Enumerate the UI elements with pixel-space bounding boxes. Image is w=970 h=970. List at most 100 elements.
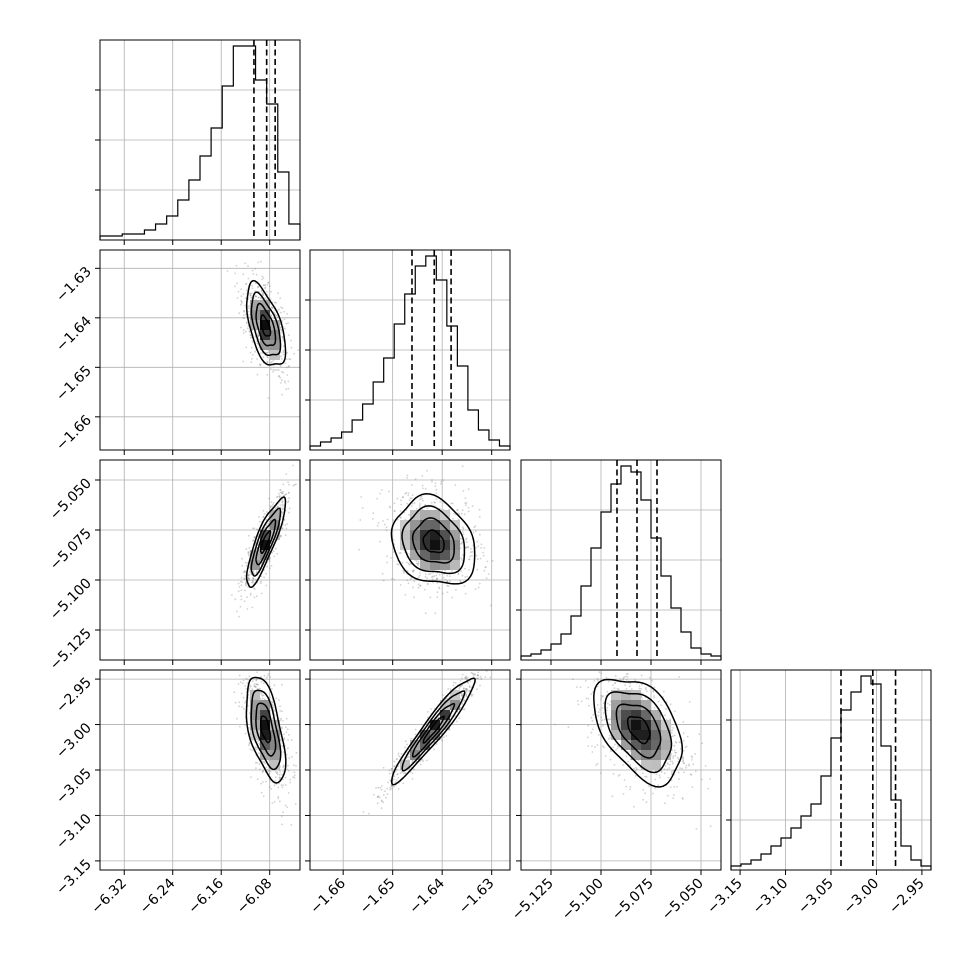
sample-point bbox=[260, 680, 263, 683]
sample-point bbox=[635, 774, 637, 777]
sample-point bbox=[397, 754, 400, 757]
sample-point bbox=[440, 480, 443, 483]
x-tick-label: −5.125 bbox=[509, 876, 557, 924]
sample-point bbox=[608, 734, 611, 737]
density-cell bbox=[260, 540, 270, 550]
sample-point bbox=[254, 685, 257, 688]
sample-point bbox=[430, 708, 432, 710]
contour-line-0 bbox=[422, 529, 445, 554]
sample-point bbox=[287, 501, 289, 504]
sample-point bbox=[269, 285, 271, 288]
sample-point bbox=[460, 684, 463, 687]
sample-point bbox=[459, 579, 461, 582]
sample-point bbox=[459, 698, 462, 701]
sample-point bbox=[468, 689, 470, 692]
sample-point bbox=[238, 705, 241, 708]
sample-point bbox=[419, 503, 421, 505]
sample-point bbox=[680, 747, 682, 750]
sample-point bbox=[257, 688, 259, 691]
sample-point bbox=[245, 548, 248, 551]
sample-point bbox=[389, 779, 392, 782]
density-cell bbox=[651, 730, 661, 740]
sample-point bbox=[281, 513, 283, 515]
sample-point bbox=[252, 341, 254, 344]
sample-point bbox=[399, 516, 401, 518]
density-cell bbox=[641, 720, 651, 730]
sample-point bbox=[477, 674, 479, 677]
sample-point bbox=[677, 758, 680, 760]
sample-point bbox=[412, 586, 414, 589]
sample-point bbox=[642, 789, 645, 791]
sample-point bbox=[244, 582, 247, 585]
sample-point bbox=[284, 524, 287, 527]
sample-point bbox=[282, 778, 284, 781]
sample-point bbox=[244, 571, 247, 574]
sample-point bbox=[653, 706, 656, 709]
density-cell bbox=[430, 550, 440, 560]
sample-point bbox=[285, 717, 288, 720]
sample-point bbox=[426, 583, 429, 586]
sample-point bbox=[238, 615, 240, 618]
sample-point bbox=[405, 491, 408, 494]
sample-point bbox=[238, 585, 241, 588]
y-tick-label: −3.10 bbox=[53, 811, 95, 853]
sample-point bbox=[282, 490, 285, 493]
sample-point bbox=[251, 680, 254, 683]
sample-point bbox=[251, 340, 254, 342]
sample-point bbox=[472, 674, 475, 677]
sample-point bbox=[257, 285, 260, 288]
sample-point bbox=[278, 776, 281, 779]
sample-point bbox=[473, 526, 476, 529]
sample-point bbox=[669, 703, 672, 706]
sample-point bbox=[273, 684, 276, 687]
sample-point bbox=[672, 797, 675, 800]
sample-point bbox=[397, 563, 400, 566]
sample-point bbox=[667, 776, 670, 779]
sample-point bbox=[458, 687, 461, 690]
sample-point bbox=[677, 771, 680, 774]
sample-point bbox=[393, 510, 396, 513]
sample-point bbox=[579, 686, 582, 689]
sample-point bbox=[590, 693, 593, 695]
sample-point bbox=[241, 581, 244, 583]
sample-point bbox=[438, 586, 440, 589]
sample-point bbox=[462, 531, 464, 533]
sample-point bbox=[280, 534, 282, 537]
sample-point bbox=[396, 773, 399, 775]
sample-point bbox=[254, 746, 257, 748]
sample-point bbox=[260, 782, 262, 785]
sample-point bbox=[446, 591, 449, 594]
density-cell bbox=[611, 730, 621, 740]
sample-point bbox=[576, 686, 578, 688]
density-cell bbox=[440, 720, 450, 730]
sample-point bbox=[657, 784, 660, 786]
density-cell bbox=[260, 530, 270, 540]
density-cell bbox=[400, 530, 410, 540]
sample-point bbox=[289, 781, 292, 784]
sample-point bbox=[599, 772, 602, 774]
sample-point bbox=[257, 296, 260, 299]
sample-point bbox=[262, 293, 264, 296]
sample-point bbox=[376, 796, 379, 799]
sample-point bbox=[287, 322, 289, 324]
sample-point bbox=[638, 685, 641, 687]
sample-point bbox=[271, 306, 273, 309]
sample-point bbox=[590, 716, 593, 719]
sample-point bbox=[393, 510, 396, 512]
sample-point bbox=[459, 581, 462, 583]
sample-point bbox=[414, 478, 417, 481]
sample-point bbox=[251, 287, 254, 290]
sample-point bbox=[602, 702, 605, 704]
sample-point bbox=[389, 506, 392, 509]
sample-point bbox=[435, 574, 438, 577]
sample-point bbox=[451, 502, 454, 505]
sample-point bbox=[417, 576, 420, 579]
sample-point bbox=[267, 522, 270, 525]
sample-point bbox=[279, 331, 282, 334]
density-cell bbox=[440, 550, 450, 560]
sample-point bbox=[275, 301, 277, 304]
density-cell bbox=[250, 730, 260, 740]
sample-point bbox=[265, 766, 267, 769]
sample-point bbox=[483, 569, 486, 572]
sample-point bbox=[615, 749, 617, 751]
